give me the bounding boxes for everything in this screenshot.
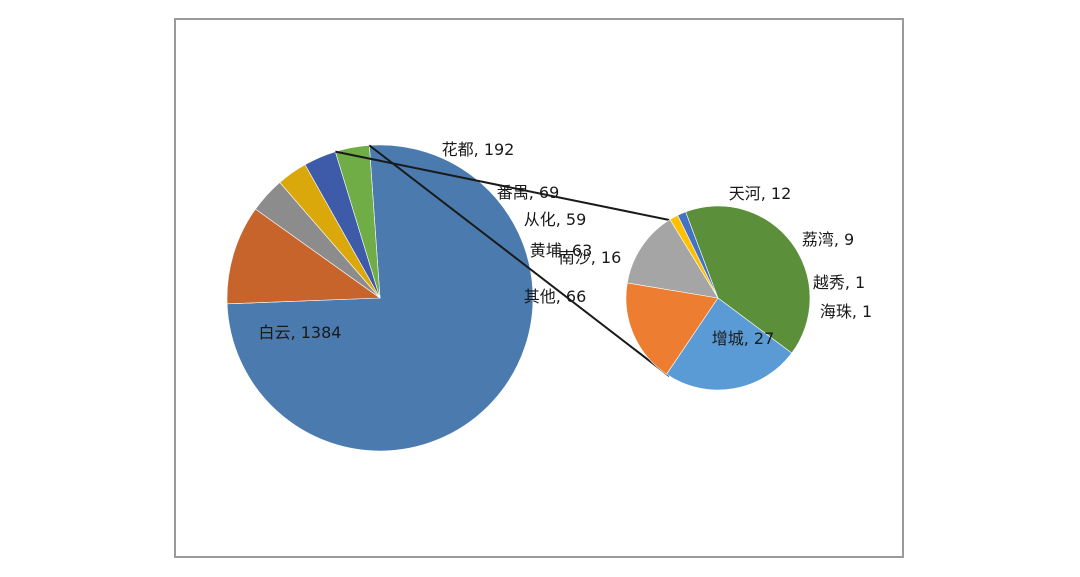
primary-label-sep-5: , [556,287,566,306]
secondary-label-name-0: 天河 [729,184,761,203]
secondary-label-value-0: 12 [771,184,791,203]
primary-label-value-2: 69 [539,183,559,202]
secondary-label-3: 海珠, 1 [820,302,872,321]
primary-label-sep-4: , [562,241,572,260]
primary-label-sep-0: , [291,323,301,342]
primary-label-4: 黄埔, 63 [530,241,593,260]
secondary-label-name-1: 荔湾 [802,230,834,249]
secondary-label-value-3: 1 [862,302,872,321]
secondary-label-5: 南沙, 16 [559,248,622,267]
secondary-label-sep-2: , [845,273,855,292]
secondary-label-name-5: 南沙 [559,248,591,267]
connector-lines [335,144,670,377]
secondary-label-name-3: 海珠 [820,302,852,321]
secondary-label-sep-0: , [761,184,771,203]
primary-label-value-5: 66 [566,287,586,306]
secondary-slice-4 [685,205,811,354]
secondary-label-value-4: 27 [754,329,774,348]
connector-line-bottom [368,144,670,377]
primary-label-0: 白云, 1384 [259,323,342,342]
secondary-label-value-2: 1 [855,273,865,292]
secondary-slice-1 [626,219,719,299]
secondary-label-name-4: 增城 [712,329,744,348]
secondary-label-sep-1: , [834,230,844,249]
secondary-label-sep-3: , [852,302,862,321]
secondary-label-2: 越秀, 1 [813,273,865,292]
secondary-label-sep-4: , [744,329,754,348]
primary-label-name-0: 白云 [259,323,291,342]
primary-label-value-3: 59 [566,210,586,229]
secondary-label-value-5: 16 [601,248,621,267]
primary-label-1: 花都, 192 [442,140,515,159]
primary-pie [226,144,534,452]
primary-label-name-4: 黄埔 [530,241,562,260]
secondary-slice-0 [625,282,719,375]
secondary-label-0: 天河, 12 [729,184,792,203]
primary-label-5: 其他, 66 [524,287,587,306]
primary-label-3: 从化, 59 [524,210,587,229]
secondary-slice-5 [666,297,793,391]
primary-label-value-0: 1384 [301,323,342,342]
primary-label-name-5: 其他 [524,287,556,306]
secondary-label-1: 荔湾, 9 [802,230,854,249]
secondary-label-value-1: 9 [844,230,854,249]
primary-label-name-2: 番禺 [497,183,529,202]
primary-label-value-1: 192 [484,140,515,159]
secondary-pie [625,205,811,391]
primary-slice-1 [226,208,381,305]
primary-label-value-4: 63 [572,241,592,260]
primary-label-name-3: 从化 [524,210,556,229]
primary-label-sep-2: , [529,183,539,202]
primary-label-name-1: 花都 [442,140,474,159]
primary-label-2: 番禺, 69 [497,183,560,202]
secondary-label-4: 增城, 27 [712,329,775,348]
primary-label-sep-1: , [474,140,484,159]
primary-label-sep-3: , [556,210,566,229]
secondary-label-sep-5: , [591,248,601,267]
secondary-label-name-2: 越秀 [813,273,845,292]
